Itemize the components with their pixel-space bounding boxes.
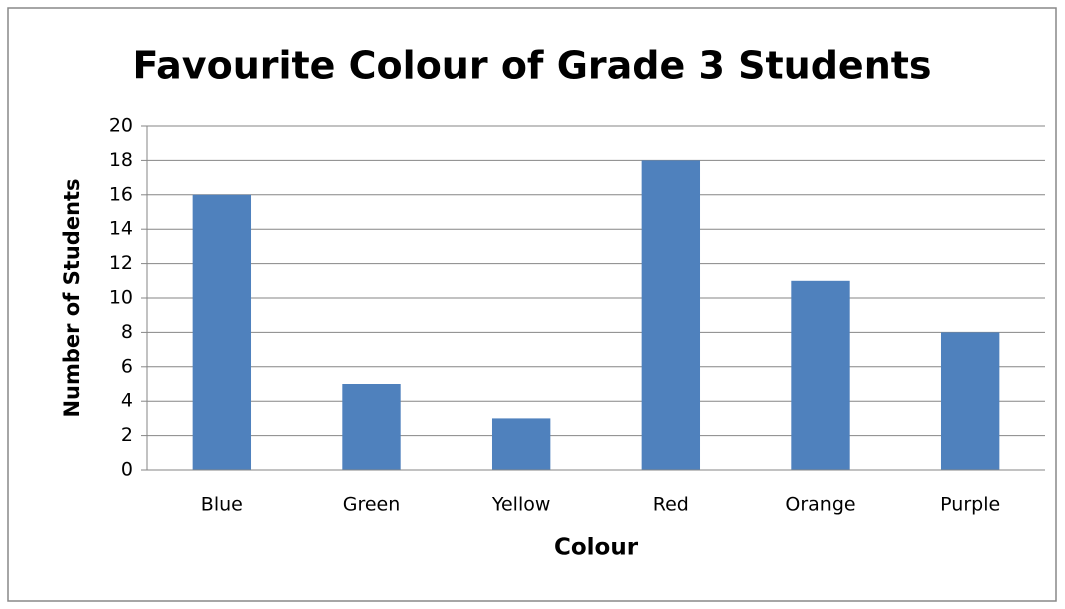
- x-tick-label: Yellow: [491, 494, 551, 516]
- y-tick-label: 8: [121, 321, 133, 343]
- y-axis-label: Number of Students: [60, 178, 84, 417]
- bar: [940, 332, 1000, 470]
- y-tick-label: 12: [109, 252, 133, 274]
- x-tick-label: Orange: [785, 494, 855, 516]
- y-tick-label: 10: [109, 287, 133, 309]
- bar: [192, 194, 252, 471]
- x-axis-label: Colour: [554, 535, 639, 561]
- y-tick-label: 2: [121, 424, 133, 446]
- x-tick-label: Purple: [940, 494, 1000, 516]
- bar: [342, 384, 401, 470]
- chart-title: Favourite Colour of Grade 3 Students: [132, 44, 931, 88]
- y-tick-label: 18: [109, 149, 133, 171]
- y-tick-label: 6: [121, 355, 133, 377]
- y-tick-label: 4: [121, 390, 133, 412]
- bar: [791, 280, 850, 470]
- y-tick-label: 0: [121, 459, 133, 481]
- x-tick-label: Green: [343, 494, 401, 516]
- y-tick-label: 14: [109, 218, 133, 240]
- x-tick-label: Red: [653, 494, 689, 516]
- chart-border: [7, 7, 1057, 602]
- bar: [641, 160, 701, 470]
- x-tick-label: Blue: [201, 494, 243, 516]
- y-tick-label: 20: [109, 115, 133, 137]
- bar: [491, 418, 551, 470]
- y-tick-label: 16: [109, 183, 133, 205]
